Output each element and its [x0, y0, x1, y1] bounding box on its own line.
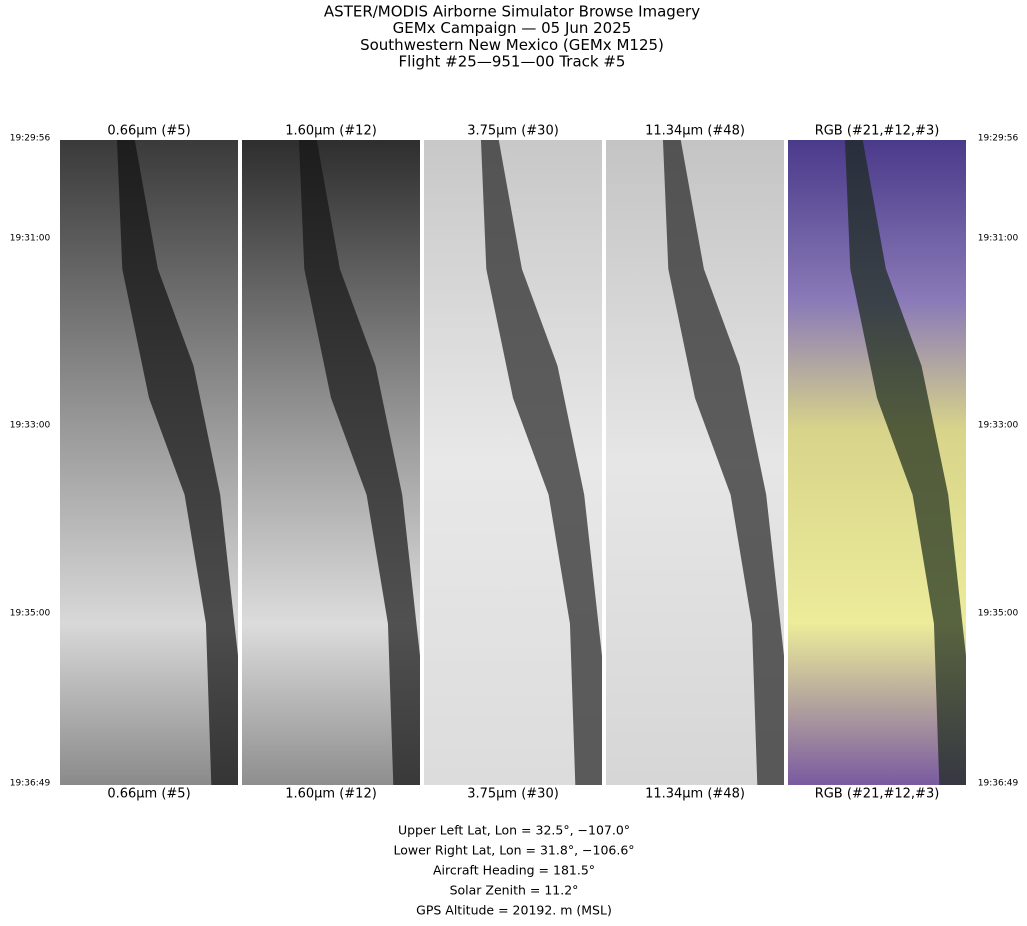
info-line: Upper Left Lat, Lon = 32.5°, −107.0° — [398, 823, 630, 838]
title-line: Southwestern New Mexico (GEMx M125) — [360, 36, 664, 54]
time-label-left: 19:35:00 — [10, 609, 51, 619]
time-label-left: 19:31:00 — [10, 234, 51, 244]
panel-label-bottom: 3.75µm (#30) — [467, 787, 559, 802]
title-line: ASTER/MODIS Airborne Simulator Browse Im… — [324, 3, 700, 21]
panel-label-top: 1.60µm (#12) — [285, 124, 377, 139]
river-valley — [298, 140, 420, 785]
panel-label-bottom: 1.60µm (#12) — [285, 787, 377, 802]
image-panels: 0.66µm (#5) 0.66µm (#5) 1.60µm (#12) 1.60µm… — [60, 124, 966, 802]
panel-label-top: 0.66µm (#5) — [107, 124, 190, 139]
panel-label-top: 11.34µm (#48) — [645, 124, 745, 139]
panel-label-top: 3.75µm (#30) — [467, 124, 559, 139]
panel-label-bottom: 11.34µm (#48) — [645, 787, 745, 802]
info-line: Solar Zenith = 11.2° — [450, 883, 579, 898]
time-label-right: 19:33:00 — [978, 421, 1019, 431]
river-valley — [844, 140, 966, 785]
title-line: Flight #25—951—00 Track #5 — [399, 53, 626, 71]
info-line: Lower Right Lat, Lon = 31.8°, −106.6° — [393, 843, 634, 858]
time-label-right: 19:29:56 — [978, 134, 1019, 144]
time-label-right: 19:35:00 — [978, 609, 1019, 619]
time-axis: 19:29:56 19:29:56 19:31:00 19:31:00 19:33:00… — [10, 134, 1019, 789]
river-valley — [116, 140, 238, 785]
time-label-left: 19:29:56 — [10, 134, 51, 144]
title-line: GEMx Campaign — 05 Jun 2025 — [393, 19, 632, 37]
river-valley — [662, 140, 784, 785]
panel-label-bottom: RGB (#21,#12,#3) — [815, 787, 940, 802]
panel-label-bottom: 0.66µm (#5) — [107, 787, 190, 802]
time-label-right: 19:36:49 — [978, 779, 1019, 789]
panel-label-top: RGB (#21,#12,#3) — [815, 124, 940, 139]
time-label-left: 19:33:00 — [10, 421, 51, 431]
info-line: Aircraft Heading = 181.5° — [433, 863, 595, 878]
info-block: Upper Left Lat, Lon = 32.5°, −107.0° Lowe… — [393, 823, 634, 918]
time-label-left: 19:36:49 — [10, 779, 51, 789]
title-block: ASTER/MODIS Airborne Simulator Browse Im… — [324, 3, 700, 71]
time-label-right: 19:31:00 — [978, 234, 1019, 244]
info-line: GPS Altitude = 20192. m (MSL) — [416, 903, 612, 918]
river-valley — [480, 140, 602, 785]
